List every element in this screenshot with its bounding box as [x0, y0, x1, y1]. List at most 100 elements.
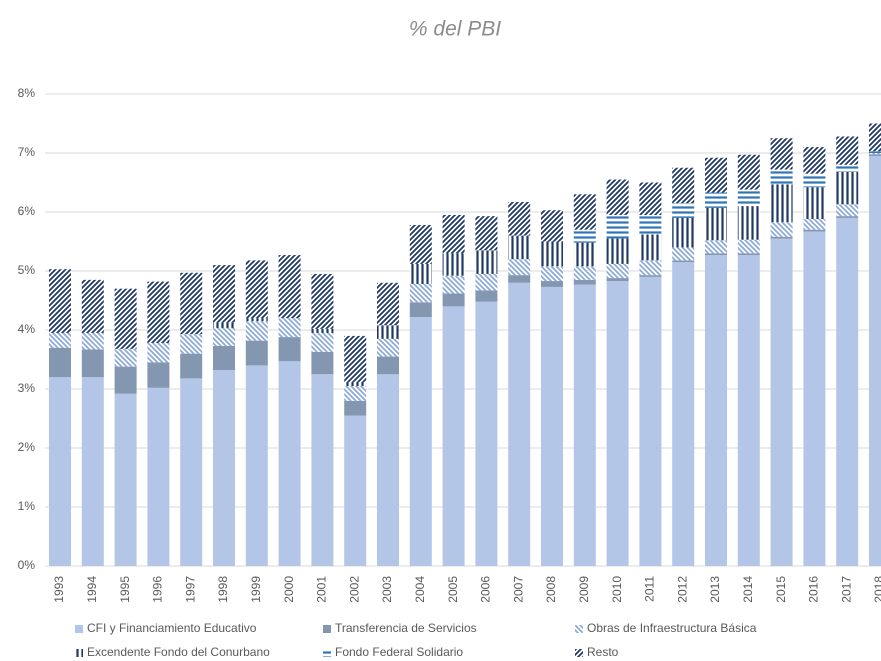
x-tick-label: 2015 — [774, 576, 788, 603]
bar-segment — [705, 207, 727, 241]
bar-segment — [639, 275, 662, 277]
x-tick-label: 1998 — [216, 576, 230, 603]
x-tick-label: 1995 — [118, 576, 132, 603]
bar-segment — [737, 255, 760, 566]
bar-segment — [541, 241, 563, 267]
x-tick-label: 2012 — [675, 576, 689, 603]
bar-segment — [573, 279, 596, 285]
bar-segment — [672, 217, 695, 248]
x-tick-label: 1997 — [183, 576, 197, 603]
bar-segment — [639, 214, 662, 235]
x-tick-label: 2010 — [610, 576, 624, 603]
bar-segment — [245, 260, 268, 319]
y-tick-label: 8% — [18, 86, 36, 100]
bar-segment — [869, 151, 881, 153]
bar-segment — [606, 214, 629, 239]
legend-swatch — [323, 625, 331, 633]
bar-segment — [377, 356, 399, 375]
bar-segment — [541, 210, 563, 242]
bar-segment — [705, 192, 727, 208]
bar-segment — [114, 393, 137, 566]
y-tick-label: 2% — [18, 440, 36, 454]
bar-segment — [770, 222, 793, 237]
x-tick-label: 1999 — [249, 576, 263, 603]
bar-segment — [213, 322, 235, 329]
bar-segment — [836, 216, 859, 218]
bar-segment — [114, 366, 137, 394]
x-tick-label: 2001 — [315, 576, 329, 603]
bar-segment — [541, 281, 563, 287]
bar-segment — [213, 345, 235, 371]
bar-segment — [344, 381, 367, 387]
x-tick-label: 2009 — [577, 576, 591, 603]
bar-segment — [836, 204, 859, 217]
bar-segment — [672, 260, 695, 263]
y-tick-label: 6% — [18, 204, 36, 218]
bar-segment — [705, 157, 727, 193]
bar-segment — [180, 353, 203, 379]
bar-segment — [311, 273, 334, 329]
x-tick-label: 2002 — [347, 576, 361, 603]
bar-segment — [409, 302, 432, 318]
x-tick-label: 1994 — [85, 576, 99, 603]
bar-segment — [49, 269, 71, 333]
bar-segment — [475, 216, 498, 251]
bar-segment — [245, 321, 268, 341]
legend-label: Fondo Federal Solidario — [335, 645, 463, 659]
bar-segment — [541, 266, 563, 282]
bar-segment — [672, 167, 695, 204]
bar-segment — [869, 123, 881, 152]
bar-segment — [344, 386, 367, 401]
bar-segment — [606, 263, 629, 279]
legend-swatch — [75, 649, 83, 657]
bar-segment — [49, 347, 71, 378]
bar-segment — [869, 153, 881, 155]
bar-segment — [344, 335, 367, 382]
bar-segment — [213, 370, 235, 566]
x-tick-label: 2005 — [446, 576, 460, 603]
x-tick-label: 2016 — [807, 576, 821, 603]
bar-segment — [508, 282, 531, 566]
bar-segment — [475, 290, 498, 302]
bar-segment — [869, 154, 881, 156]
bar-segment — [672, 262, 695, 566]
bar-segment — [639, 260, 662, 276]
bar-segment — [836, 136, 859, 165]
bar-segment — [737, 206, 760, 240]
legend-label: Transferencia de Servicios — [335, 621, 477, 635]
bar-segment — [803, 173, 826, 188]
bar-segment — [278, 318, 301, 338]
bar-segment — [475, 250, 498, 274]
bar-segment — [409, 263, 432, 284]
bar-segment — [409, 224, 432, 264]
x-tick-label: 2018 — [872, 576, 881, 603]
bar-segment — [245, 340, 268, 366]
bar-segment — [147, 281, 170, 343]
legend-label: Resto — [587, 645, 619, 659]
legend-label: Obras de Infraestructura Básica — [587, 621, 757, 635]
bar-segment — [49, 377, 71, 566]
bar-segment — [573, 194, 596, 230]
y-tick-label: 3% — [18, 381, 36, 395]
bar-segment — [442, 214, 465, 254]
x-tick-label: 2000 — [282, 576, 296, 603]
bar-segment — [278, 337, 301, 362]
bar-segment — [475, 301, 498, 566]
bar-segment — [245, 318, 268, 322]
chart-title: % del PBI — [409, 18, 501, 41]
bar-segment — [606, 278, 629, 282]
bar-segment — [180, 272, 203, 335]
bar-segment — [573, 284, 596, 566]
x-tick-label: 1993 — [52, 576, 66, 603]
x-tick-label: 2004 — [413, 576, 427, 603]
bar-segment — [803, 219, 826, 230]
bar-segment — [573, 242, 596, 267]
bar-segment — [836, 164, 859, 172]
legend-label: CFI y Financiamiento Educativo — [87, 621, 257, 635]
bar-segment — [573, 266, 596, 280]
bar-segment — [114, 288, 137, 349]
x-tick-label: 2017 — [839, 576, 853, 603]
y-tick-label: 4% — [18, 322, 36, 336]
legend-swatch — [575, 649, 583, 657]
bar-segment — [442, 293, 465, 307]
